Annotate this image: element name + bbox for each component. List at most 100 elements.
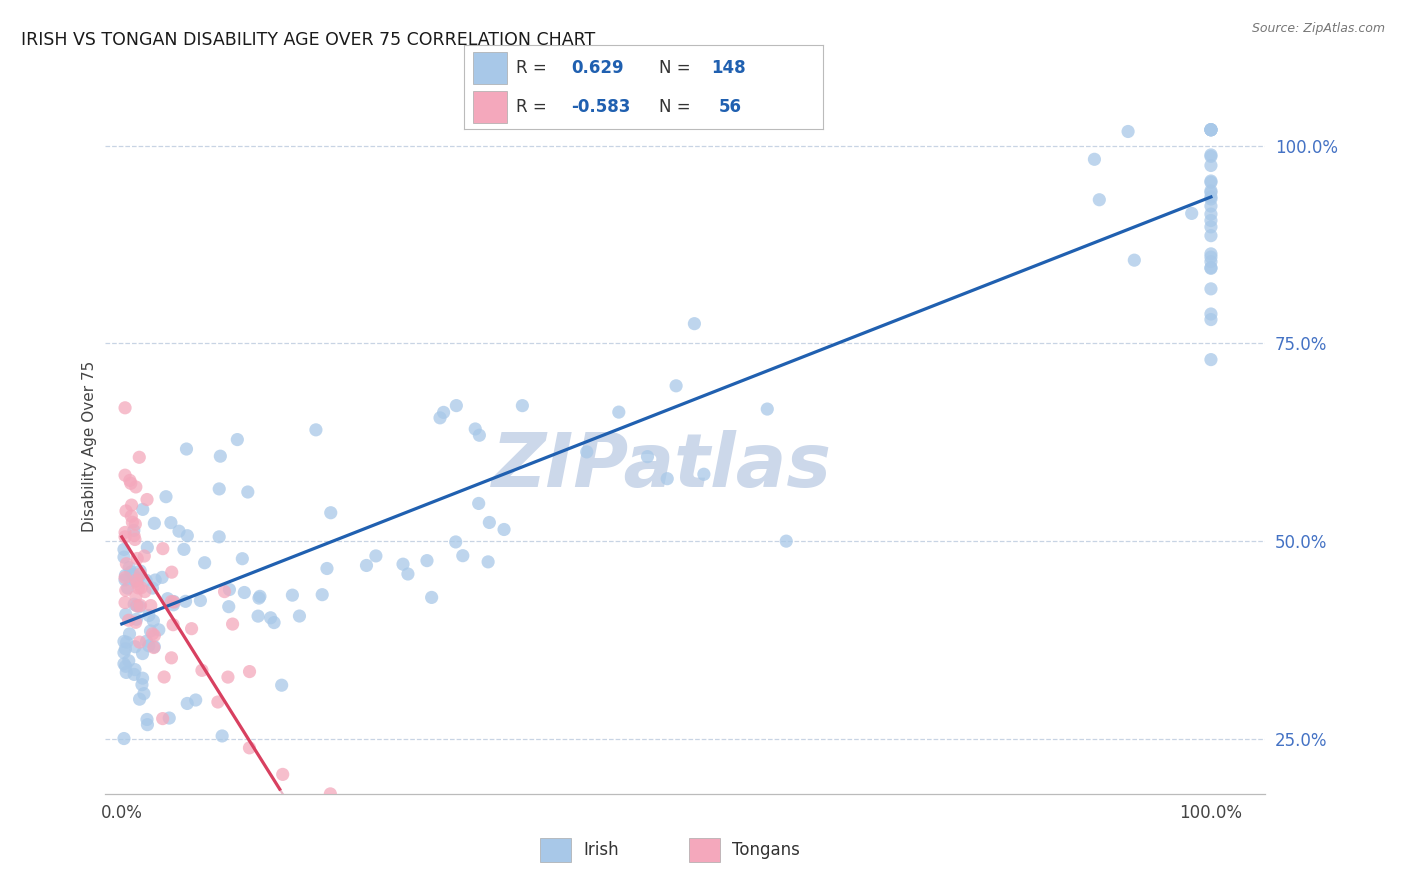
Point	[451, 549, 474, 563]
Point	[173, 542, 195, 557]
Point	[444, 535, 467, 549]
Point	[163, 595, 186, 609]
Point	[136, 492, 159, 507]
Point	[221, 617, 243, 632]
Point	[122, 567, 145, 582]
Point	[153, 670, 176, 684]
Point	[512, 399, 534, 413]
Point	[478, 516, 501, 530]
Point	[128, 692, 150, 706]
Point	[238, 740, 260, 755]
Point	[118, 627, 141, 641]
Point	[115, 635, 138, 649]
Point	[127, 551, 149, 566]
Point	[117, 613, 139, 627]
FancyBboxPatch shape	[472, 91, 508, 122]
Point	[468, 428, 491, 442]
Point	[120, 565, 142, 579]
Point	[208, 530, 231, 544]
Text: Source: ZipAtlas.com: Source: ZipAtlas.com	[1251, 22, 1385, 36]
Point	[247, 591, 270, 606]
Point	[446, 399, 468, 413]
Point	[114, 525, 136, 540]
Point	[1199, 207, 1222, 221]
Point	[114, 595, 136, 609]
Text: Tongans: Tongans	[733, 840, 800, 859]
Point	[1199, 175, 1222, 189]
Point	[1181, 206, 1204, 220]
Point	[128, 599, 150, 614]
Point	[128, 635, 150, 649]
Point	[114, 607, 136, 622]
Point	[231, 551, 253, 566]
Point	[270, 678, 292, 692]
Y-axis label: Disability Age Over 75: Disability Age Over 75	[82, 360, 97, 532]
Point	[122, 528, 145, 542]
Point	[129, 564, 152, 578]
Point	[249, 590, 271, 604]
Point	[1199, 159, 1222, 173]
Point	[1199, 186, 1222, 200]
Point	[416, 554, 439, 568]
Point	[148, 623, 170, 637]
Point	[131, 678, 153, 692]
Point	[125, 612, 148, 626]
Point	[356, 558, 378, 573]
Point	[120, 509, 142, 524]
Point	[607, 405, 630, 419]
Point	[124, 533, 146, 547]
Point	[160, 565, 183, 579]
Point	[1199, 260, 1222, 275]
Text: 0.629: 0.629	[571, 59, 624, 77]
Point	[1199, 122, 1222, 136]
Point	[117, 581, 139, 595]
Point	[226, 433, 249, 447]
Point	[208, 482, 231, 496]
Point	[129, 567, 152, 582]
Text: N =: N =	[659, 98, 690, 116]
Point	[1199, 307, 1222, 321]
Point	[1199, 148, 1222, 162]
Point	[1116, 124, 1139, 138]
Point	[114, 468, 136, 483]
Point	[141, 581, 163, 595]
Point	[134, 584, 156, 599]
Point	[115, 557, 138, 571]
Point	[129, 581, 152, 595]
Point	[157, 711, 180, 725]
Point	[1199, 149, 1222, 163]
Point	[1199, 213, 1222, 227]
Point	[150, 570, 173, 584]
Point	[143, 573, 166, 587]
Point	[112, 657, 135, 671]
Point	[114, 583, 136, 598]
Point	[135, 574, 157, 588]
Point	[756, 402, 779, 417]
Point	[112, 731, 135, 746]
Point	[1123, 253, 1146, 268]
Point	[1199, 192, 1222, 206]
Point	[112, 550, 135, 565]
Point	[142, 614, 165, 628]
Point	[1199, 122, 1222, 136]
Point	[114, 530, 136, 544]
Point	[1199, 190, 1222, 204]
Point	[136, 541, 159, 555]
Point	[128, 450, 150, 465]
Point	[1199, 228, 1222, 243]
Point	[141, 627, 163, 641]
Point	[125, 589, 148, 603]
Point	[139, 624, 162, 638]
Point	[143, 516, 166, 531]
Point	[114, 568, 136, 582]
Point	[125, 576, 148, 591]
Point	[112, 646, 135, 660]
Point	[575, 445, 598, 459]
Point	[129, 599, 152, 613]
Point	[316, 561, 339, 575]
Point	[136, 717, 159, 731]
Point	[132, 502, 155, 516]
Point	[114, 659, 136, 673]
Point	[236, 485, 259, 500]
Point	[174, 594, 197, 608]
